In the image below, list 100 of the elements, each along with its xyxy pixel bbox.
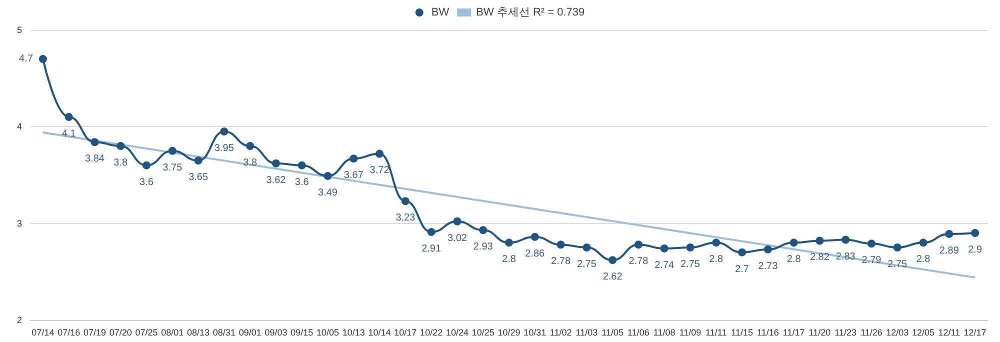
data-label: 3.62 xyxy=(266,174,286,186)
x-tick-label: 11/15 xyxy=(731,328,753,338)
data-label: 2.73 xyxy=(758,260,778,272)
data-label: 2.78 xyxy=(551,256,571,268)
x-tick-label: 11/03 xyxy=(576,328,598,338)
x-tick-label: 11/16 xyxy=(756,328,779,338)
data-label: 3.8 xyxy=(114,158,128,168)
data-label: 3.8 xyxy=(243,158,258,168)
point xyxy=(971,229,980,237)
data-label: 3.02 xyxy=(447,232,468,244)
point xyxy=(38,55,47,63)
point xyxy=(324,172,332,180)
point xyxy=(479,226,488,234)
x-tick-label: 07/20 xyxy=(109,328,132,338)
point xyxy=(116,142,125,150)
point xyxy=(220,128,228,136)
point xyxy=(194,156,202,164)
point xyxy=(660,244,668,252)
x-tick-label: 12/11 xyxy=(938,328,960,338)
point xyxy=(867,240,876,248)
point xyxy=(686,244,694,252)
x-tick-label: 11/23 xyxy=(834,328,857,338)
data-label: 3.65 xyxy=(188,172,208,183)
point xyxy=(712,238,720,247)
x-tick-label: 08/31 xyxy=(212,328,236,338)
y-tick-label: 4 xyxy=(16,122,22,132)
data-label: 2.7 xyxy=(735,264,750,275)
data-label: 2.78 xyxy=(628,256,649,268)
x-tick-label: 11/09 xyxy=(679,328,702,338)
x-tick-label: 11/17 xyxy=(782,328,805,338)
data-label: 3.75 xyxy=(162,162,183,174)
y-tick-label: 5 xyxy=(16,25,22,35)
x-tick-label: 10/29 xyxy=(498,328,520,338)
x-tick-label: 10/17 xyxy=(394,328,417,338)
point xyxy=(893,244,902,252)
x-tick-label: 08/13 xyxy=(187,328,210,338)
x-tick-label: 11/05 xyxy=(602,328,624,338)
point xyxy=(64,113,73,121)
x-tick-label: 10/05 xyxy=(316,328,340,338)
x-tick-label: 07/19 xyxy=(83,328,106,338)
data-label: 2.75 xyxy=(576,259,597,270)
point xyxy=(608,256,617,264)
point xyxy=(919,238,928,247)
data-label: 3.95 xyxy=(214,143,234,154)
data-label: 2.62 xyxy=(602,272,623,283)
point xyxy=(505,238,513,247)
x-tick-label: 11/06 xyxy=(628,328,650,338)
point xyxy=(764,245,772,254)
legend-label: BW xyxy=(431,6,450,18)
data-label: 3.23 xyxy=(396,212,416,224)
data-label: 3.6 xyxy=(140,176,154,188)
x-tick-label: 12/17 xyxy=(964,328,986,338)
data-label: 2.8 xyxy=(786,254,802,266)
data-label: 3.6 xyxy=(294,176,310,188)
data-label: 4.1 xyxy=(62,128,76,140)
data-label: 2.75 xyxy=(680,259,700,270)
x-tick-label: 07/14 xyxy=(32,328,54,338)
point xyxy=(556,240,565,249)
data-label: 2.83 xyxy=(836,251,856,262)
data-label: 2.86 xyxy=(525,248,546,260)
x-tick-label: 10/25 xyxy=(472,328,494,338)
point xyxy=(816,236,824,245)
data-label: 2.82 xyxy=(810,252,830,264)
y-tick-label: 3 xyxy=(16,218,22,228)
data-label: 2.8 xyxy=(916,254,931,266)
data-label: 2.8 xyxy=(502,254,516,266)
point xyxy=(168,146,176,155)
data-label: 2.89 xyxy=(939,245,960,256)
x-tick-label: 09/15 xyxy=(290,328,314,338)
point xyxy=(453,217,462,226)
point xyxy=(298,161,306,170)
y-tick-label: 2 xyxy=(16,315,22,325)
point xyxy=(530,232,539,241)
x-tick-label: 11/08 xyxy=(653,328,676,338)
x-tick-label: 09/01 xyxy=(238,328,262,338)
data-label: 2.75 xyxy=(888,259,908,270)
data-label: 2.9 xyxy=(968,244,982,256)
data-label: 2.8 xyxy=(709,254,724,266)
point xyxy=(945,230,954,238)
data-label: 2.91 xyxy=(422,244,442,255)
x-tick-label: 10/13 xyxy=(342,328,365,338)
point xyxy=(790,238,798,247)
point xyxy=(350,154,358,163)
legend-label: BW 추세선 R² = 0.739 xyxy=(476,6,585,18)
x-tick-label: 11/26 xyxy=(860,328,882,338)
x-tick-label: 10/24 xyxy=(446,328,468,338)
x-tick-label: 11/02 xyxy=(550,328,572,338)
point xyxy=(427,228,436,236)
x-tick-label: 08/01 xyxy=(161,328,184,338)
x-tick-label: 12/03 xyxy=(886,328,909,338)
point xyxy=(90,138,99,146)
x-tick-label: 10/14 xyxy=(368,328,391,338)
point xyxy=(376,150,384,158)
x-tick-label: 11/20 xyxy=(808,328,831,338)
data-label: 3.84 xyxy=(84,154,105,165)
x-tick-label: 12/05 xyxy=(912,328,935,338)
data-label: 4.7 xyxy=(19,54,34,64)
data-label: 3.49 xyxy=(318,187,338,198)
data-label: 3.67 xyxy=(344,170,364,182)
data-label: 2.79 xyxy=(862,255,882,266)
